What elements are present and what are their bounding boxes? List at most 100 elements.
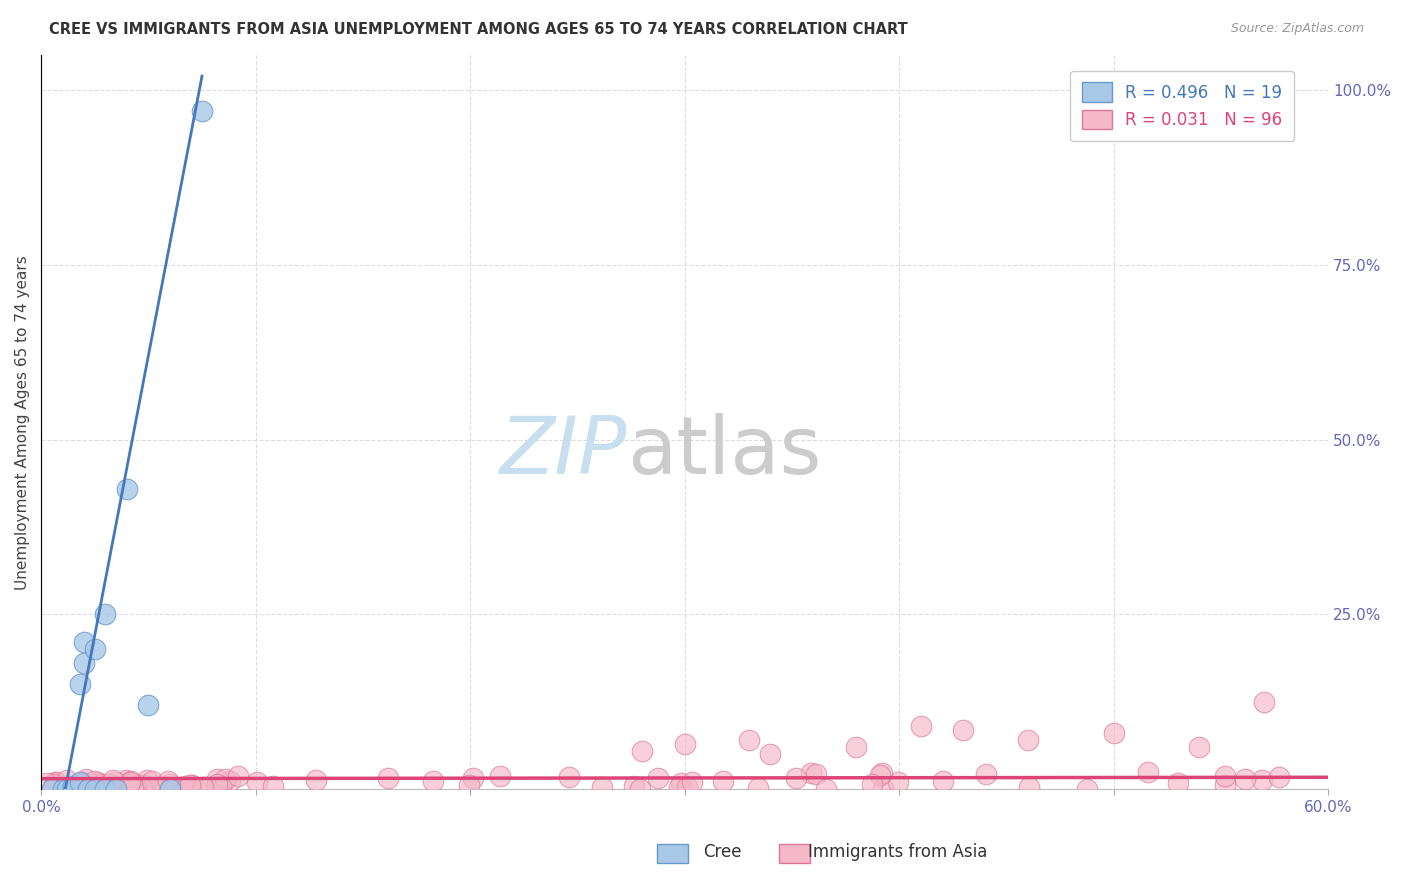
- Point: [673, 737, 696, 751]
- Point: [159, 777, 181, 791]
- Point: [219, 774, 242, 789]
- Point: [1213, 769, 1236, 783]
- Point: [887, 774, 910, 789]
- Point: [461, 771, 484, 785]
- Point: [628, 781, 651, 796]
- Point: [191, 104, 214, 119]
- Point: [159, 782, 181, 797]
- Point: [127, 778, 149, 792]
- Point: [105, 782, 128, 797]
- Point: [1017, 733, 1039, 747]
- Text: ZIP: ZIP: [499, 412, 627, 491]
- Text: Source: ZipAtlas.com: Source: ZipAtlas.com: [1230, 22, 1364, 36]
- Point: [82, 777, 104, 791]
- Point: [870, 765, 893, 780]
- Point: [42, 777, 65, 791]
- Point: [77, 782, 100, 797]
- Point: [1167, 776, 1189, 790]
- Point: [101, 772, 124, 787]
- Point: [1137, 764, 1160, 779]
- Point: [125, 780, 148, 795]
- Point: [1018, 780, 1040, 794]
- Point: [630, 744, 652, 758]
- Point: [668, 780, 690, 795]
- Text: Cree: Cree: [703, 843, 741, 861]
- Point: [738, 733, 761, 747]
- Point: [860, 777, 883, 791]
- Point: [623, 779, 645, 793]
- Text: CREE VS IMMIGRANTS FROM ASIA UNEMPLOYMENT AMONG AGES 65 TO 74 YEARS CORRELATION : CREE VS IMMIGRANTS FROM ASIA UNEMPLOYMEN…: [49, 22, 908, 37]
- Point: [305, 772, 328, 787]
- Point: [51, 782, 73, 797]
- Point: [1102, 726, 1125, 740]
- Point: [138, 698, 160, 713]
- Point: [869, 767, 891, 781]
- Point: [115, 482, 138, 496]
- Point: [100, 779, 122, 793]
- Point: [785, 772, 807, 786]
- Point: [747, 781, 769, 796]
- Point: [56, 773, 79, 788]
- Point: [205, 772, 228, 786]
- Point: [800, 766, 823, 780]
- Point: [932, 774, 955, 789]
- Point: [83, 782, 105, 797]
- Point: [62, 779, 84, 793]
- Point: [104, 774, 127, 789]
- Point: [377, 771, 399, 785]
- Point: [952, 723, 974, 737]
- Point: [72, 775, 94, 789]
- Point: [69, 775, 91, 789]
- Point: [122, 779, 145, 793]
- Point: [676, 780, 699, 794]
- Point: [457, 778, 479, 792]
- Point: [872, 781, 894, 796]
- Point: [1268, 770, 1291, 784]
- Point: [141, 774, 163, 789]
- Point: [711, 773, 734, 788]
- Point: [69, 777, 91, 791]
- Point: [262, 779, 284, 793]
- Point: [86, 775, 108, 789]
- Point: [90, 777, 112, 791]
- Point: [146, 780, 169, 794]
- Point: [41, 782, 63, 797]
- Point: [910, 719, 932, 733]
- Point: [488, 769, 510, 783]
- Point: [162, 782, 184, 797]
- Point: [56, 782, 79, 797]
- Point: [131, 780, 153, 795]
- Point: [117, 777, 139, 791]
- Point: [647, 771, 669, 785]
- Point: [226, 768, 249, 782]
- Point: [120, 774, 142, 789]
- Point: [669, 775, 692, 789]
- Point: [1234, 772, 1257, 786]
- Point: [83, 773, 105, 788]
- Point: [170, 780, 193, 795]
- Y-axis label: Unemployment Among Ages 65 to 74 years: Unemployment Among Ages 65 to 74 years: [15, 255, 30, 590]
- Point: [101, 779, 124, 793]
- Point: [191, 780, 214, 795]
- Point: [179, 778, 201, 792]
- Point: [974, 767, 997, 781]
- Point: [94, 607, 117, 622]
- Point: [759, 747, 782, 762]
- Point: [557, 770, 579, 784]
- Text: atlas: atlas: [627, 412, 821, 491]
- Point: [681, 774, 703, 789]
- Point: [69, 677, 91, 691]
- Point: [422, 774, 444, 789]
- Point: [1188, 740, 1211, 755]
- Point: [814, 781, 837, 796]
- Text: Immigrants from Asia: Immigrants from Asia: [808, 843, 988, 861]
- Point: [804, 767, 827, 781]
- Point: [1251, 772, 1274, 787]
- Point: [1213, 778, 1236, 792]
- Point: [246, 774, 269, 789]
- Point: [127, 778, 149, 792]
- Point: [174, 779, 197, 793]
- Point: [98, 777, 121, 791]
- Point: [1076, 781, 1098, 796]
- Point: [45, 774, 67, 789]
